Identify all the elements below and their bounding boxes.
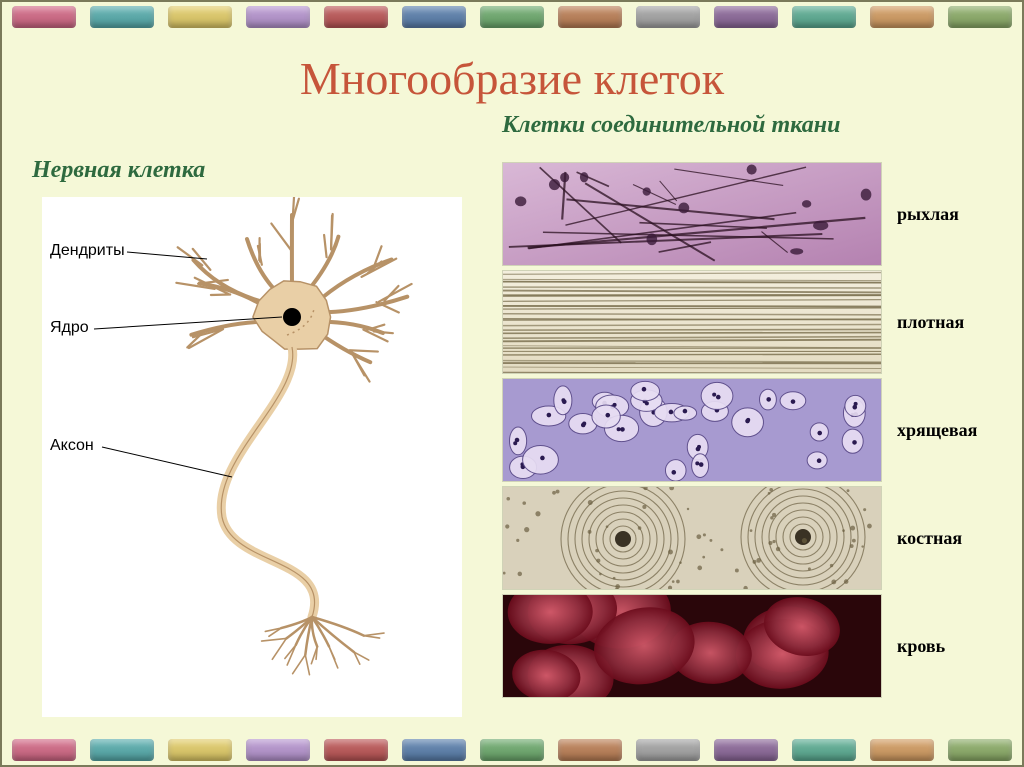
tissue-row-cartilage: хрящевая [502, 378, 882, 482]
decorative-bead [246, 739, 310, 761]
tissue-label-blood: кровь [897, 636, 1017, 657]
tissue-row-dense: плотная [502, 270, 882, 374]
page-title: Многообразие клеток [2, 52, 1022, 105]
decorative-bead [558, 739, 622, 761]
label-axon: Аксон [50, 437, 94, 455]
decorative-bead [480, 6, 544, 28]
decorative-bead [636, 6, 700, 28]
tissue-label-dense: плотная [897, 312, 1017, 333]
decorative-bead [324, 6, 388, 28]
decorative-bead [90, 6, 154, 28]
slide: Многообразие клеток Клетки соединительно… [0, 0, 1024, 767]
decorative-bead [402, 739, 466, 761]
decorative-bottom-band [2, 737, 1022, 763]
decorative-top-band [2, 4, 1022, 30]
decorative-bead [324, 739, 388, 761]
decorative-bead [870, 6, 934, 28]
decorative-bead [714, 6, 778, 28]
neuron-svg [42, 197, 462, 717]
tissue-row-loose: рыхлая [502, 162, 882, 266]
tissue-image-bone [502, 486, 882, 590]
decorative-bead [948, 6, 1012, 28]
tissue-image-dense [502, 270, 882, 374]
tissue-label-loose: рыхлая [897, 204, 1017, 225]
decorative-bead [402, 6, 466, 28]
decorative-bead [168, 6, 232, 28]
neuron-diagram: Дендриты Ядро Аксон [42, 197, 462, 717]
decorative-bead [792, 739, 856, 761]
decorative-bead [714, 739, 778, 761]
tissue-image-loose [502, 162, 882, 266]
subtitle-neuron: Нервная клетка [32, 157, 205, 184]
tissue-image-cartilage [502, 378, 882, 482]
decorative-bead [636, 739, 700, 761]
label-dendrites: Дендриты [50, 242, 125, 260]
decorative-bead [168, 739, 232, 761]
tissue-row-blood: кровь [502, 594, 882, 698]
decorative-bead [792, 6, 856, 28]
decorative-bead [558, 6, 622, 28]
tissue-label-bone: костная [897, 528, 1017, 549]
subtitle-connective: Клетки соединительной ткани [502, 112, 840, 139]
decorative-bead [12, 6, 76, 28]
tissue-label-cartilage: хрящевая [897, 420, 1017, 441]
decorative-bead [12, 739, 76, 761]
label-nucleus: Ядро [50, 319, 89, 337]
decorative-bead [948, 739, 1012, 761]
tissue-column: рыхлаяплотнаяхрящеваякостнаякровь [502, 162, 882, 702]
decorative-bead [480, 739, 544, 761]
tissue-image-blood [502, 594, 882, 698]
decorative-bead [246, 6, 310, 28]
decorative-bead [870, 739, 934, 761]
tissue-row-bone: костная [502, 486, 882, 590]
decorative-bead [90, 739, 154, 761]
